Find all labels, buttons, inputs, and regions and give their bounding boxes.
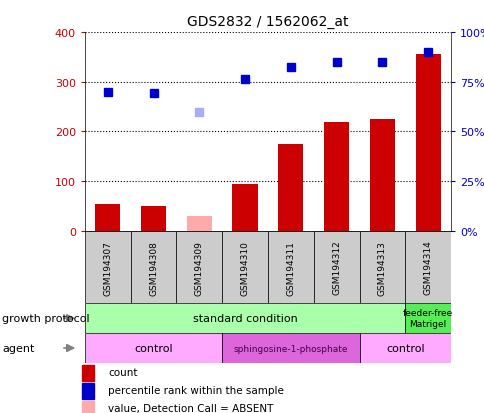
Bar bbox=[95, 204, 120, 231]
Bar bbox=[369, 120, 394, 231]
Bar bbox=[82, 365, 94, 381]
Text: count: count bbox=[107, 367, 137, 377]
Bar bbox=[222, 231, 267, 304]
Bar bbox=[323, 122, 348, 231]
Bar bbox=[130, 231, 176, 304]
Bar bbox=[267, 231, 313, 304]
Text: value, Detection Call = ABSENT: value, Detection Call = ABSENT bbox=[107, 403, 272, 413]
Text: control: control bbox=[385, 343, 424, 353]
Bar bbox=[222, 333, 359, 363]
Text: control: control bbox=[134, 343, 172, 353]
Bar bbox=[405, 304, 450, 333]
Text: feeder-free
Matrigel: feeder-free Matrigel bbox=[402, 309, 453, 328]
Bar bbox=[85, 304, 405, 333]
Text: GSM194310: GSM194310 bbox=[240, 240, 249, 295]
Bar bbox=[176, 231, 222, 304]
Bar bbox=[85, 333, 222, 363]
Text: GSM194311: GSM194311 bbox=[286, 240, 295, 295]
Text: percentile rank within the sample: percentile rank within the sample bbox=[107, 385, 283, 395]
Text: standard condition: standard condition bbox=[192, 313, 297, 323]
Text: sphingosine-1-phosphate: sphingosine-1-phosphate bbox=[233, 344, 348, 353]
Bar bbox=[278, 145, 303, 231]
Bar bbox=[359, 231, 405, 304]
Bar bbox=[186, 216, 212, 231]
Text: GSM194307: GSM194307 bbox=[103, 240, 112, 295]
Bar bbox=[82, 401, 94, 413]
Text: GSM194313: GSM194313 bbox=[377, 240, 386, 295]
Bar bbox=[141, 206, 166, 231]
Text: GSM194309: GSM194309 bbox=[195, 240, 203, 295]
Title: GDS2832 / 1562062_at: GDS2832 / 1562062_at bbox=[187, 15, 348, 29]
Text: agent: agent bbox=[2, 343, 35, 353]
Bar bbox=[82, 383, 94, 399]
Bar bbox=[313, 231, 359, 304]
Bar bbox=[85, 231, 130, 304]
Bar bbox=[405, 231, 450, 304]
Text: growth protocol: growth protocol bbox=[2, 313, 90, 323]
Bar bbox=[415, 55, 440, 231]
Text: GSM194312: GSM194312 bbox=[332, 240, 340, 295]
Bar bbox=[232, 184, 257, 231]
Bar bbox=[359, 333, 450, 363]
Text: GSM194314: GSM194314 bbox=[423, 240, 432, 295]
Text: GSM194308: GSM194308 bbox=[149, 240, 158, 295]
